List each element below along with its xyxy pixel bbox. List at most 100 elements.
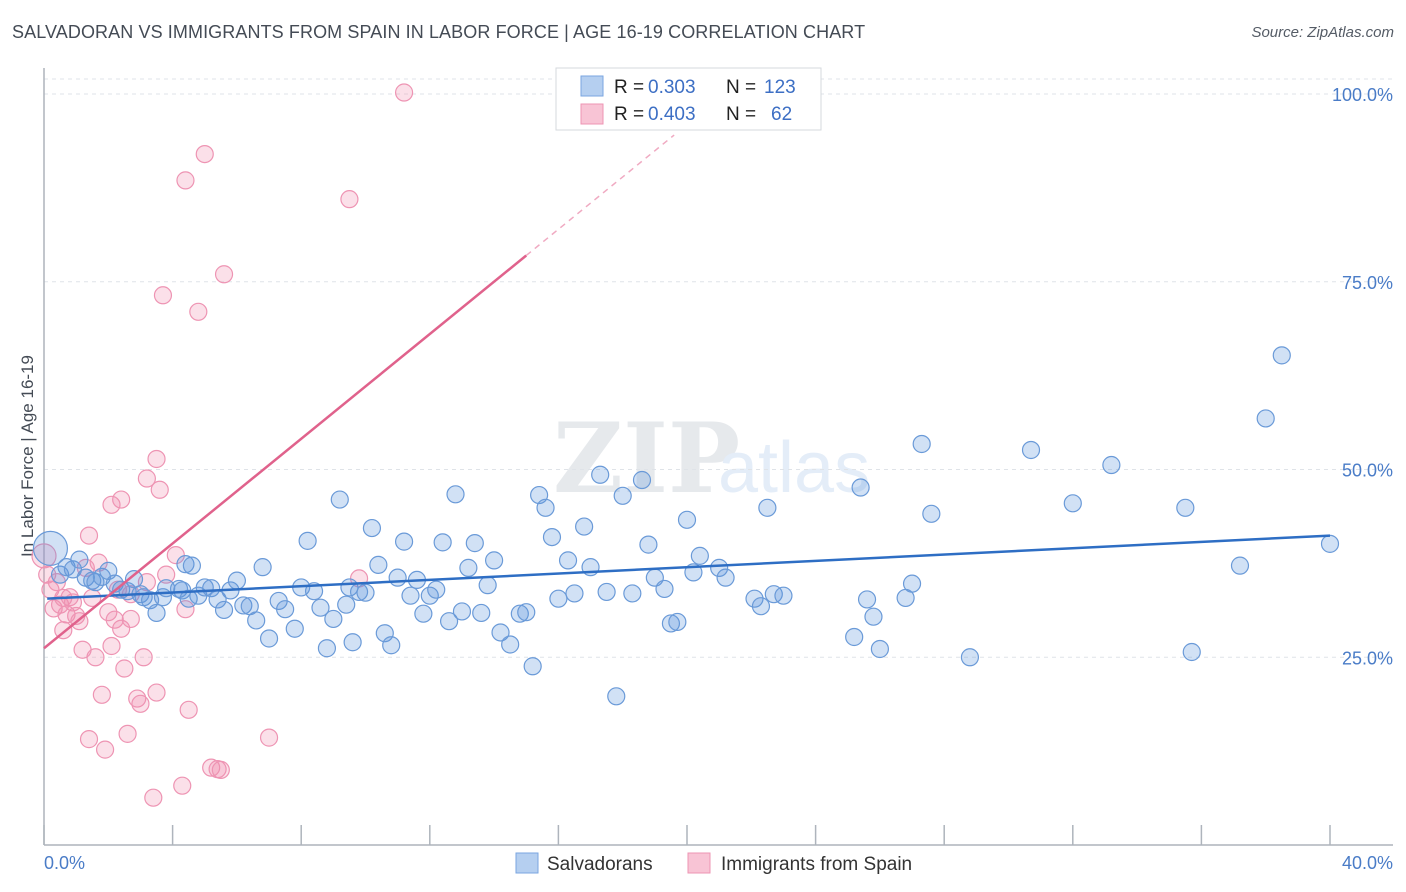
point-salvadorans xyxy=(247,611,266,630)
point-salvadorans xyxy=(857,590,877,609)
point-salvadorans xyxy=(845,627,864,647)
point-spain xyxy=(173,776,192,795)
point-spain xyxy=(92,685,111,704)
point-spain xyxy=(147,683,166,702)
point-salvadorans xyxy=(575,517,594,536)
point-salvadorans xyxy=(285,619,304,638)
point-salvadorans xyxy=(124,570,144,589)
y-tick-labels: 25.0% 50.0% 75.0% 100.0% xyxy=(1332,85,1393,668)
point-salvadorans xyxy=(613,486,632,505)
legend-swatch-salvadorans xyxy=(580,75,604,97)
point-salvadorans xyxy=(710,558,729,577)
point-salvadorans xyxy=(227,571,246,590)
point-salvadorans xyxy=(491,623,510,642)
point-salvadorans xyxy=(1176,498,1195,517)
y-axis-label: In Labor Force | Age 16-19 xyxy=(18,355,37,557)
point-salvadorans xyxy=(459,558,478,577)
point-salvadorans xyxy=(668,612,687,632)
point-spain xyxy=(131,694,150,713)
point-salvadorans xyxy=(607,687,626,706)
point-spain xyxy=(105,610,124,629)
point-salvadorans xyxy=(414,604,433,623)
point-salvadorans xyxy=(501,635,520,654)
point-salvadorans xyxy=(202,579,221,598)
legend-n-value-1: 123 xyxy=(764,77,796,98)
x-tick-marks xyxy=(43,825,1331,845)
trend-line-spain-extension xyxy=(525,134,675,257)
y-tick-label: 50.0% xyxy=(1342,461,1393,481)
point-spain xyxy=(31,543,57,569)
point-salvadorans xyxy=(388,568,407,587)
point-salvadorans xyxy=(253,558,272,577)
point-salvadorans xyxy=(851,478,870,497)
y-tick-label: 75.0% xyxy=(1342,273,1393,293)
axes xyxy=(43,68,1393,846)
trend-line-spain xyxy=(43,254,528,650)
point-spain xyxy=(195,144,214,164)
point-salvadorans xyxy=(472,603,491,623)
bottom-legend-label-spain: Immigrants from Spain xyxy=(721,854,912,875)
point-spain xyxy=(128,689,147,708)
chart-title: SALVADORAN VS IMMIGRANTS FROM SPAIN IN L… xyxy=(12,22,866,42)
point-salvadorans xyxy=(176,555,195,574)
point-salvadorans xyxy=(517,603,536,622)
point-spain xyxy=(340,190,359,209)
point-spain xyxy=(79,526,99,545)
point-salvadorans xyxy=(452,602,472,621)
x-tick-label-min: 0.0% xyxy=(44,853,85,873)
point-salvadorans xyxy=(542,527,562,547)
bottom-legend-label-salvadorans: Salvadorans xyxy=(547,854,653,875)
point-salvadorans xyxy=(764,585,783,604)
point-spain xyxy=(189,302,208,321)
point-spain xyxy=(153,286,173,305)
point-spain xyxy=(150,480,169,499)
point-salvadorans xyxy=(276,600,295,619)
point-salvadorans xyxy=(558,551,578,570)
point-salvadorans xyxy=(661,614,681,633)
point-salvadorans xyxy=(1021,440,1041,460)
point-salvadorans xyxy=(510,604,529,623)
point-salvadorans xyxy=(401,586,420,605)
legend-r-label-1: R = xyxy=(614,77,644,98)
point-salvadorans xyxy=(70,550,89,569)
point-salvadorans xyxy=(864,607,883,626)
point-spain xyxy=(86,648,105,667)
point-salvadorans xyxy=(960,648,980,667)
point-spain xyxy=(112,619,131,638)
point-salvadorans xyxy=(1320,534,1340,553)
point-spain xyxy=(137,469,156,488)
point-spain xyxy=(394,83,414,102)
point-spain xyxy=(115,659,134,678)
point-spain xyxy=(144,788,163,807)
point-salvadorans xyxy=(597,582,616,602)
point-salvadorans xyxy=(234,596,253,615)
point-salvadorans xyxy=(433,533,452,552)
trend-line-salvadorans xyxy=(47,534,1331,600)
point-salvadorans xyxy=(591,465,610,484)
point-salvadorans xyxy=(565,584,584,603)
bottom-legend-swatch-salvadorans xyxy=(515,852,539,874)
legend-r-value-2: 0.403 xyxy=(648,104,696,125)
point-salvadorans xyxy=(343,633,362,652)
point-salvadorans xyxy=(394,532,414,551)
point-salvadorans xyxy=(639,535,658,554)
legend-swatch-spain xyxy=(580,103,604,125)
point-spain xyxy=(214,265,234,284)
point-salvadorans xyxy=(214,600,234,620)
point-salvadorans xyxy=(655,579,674,599)
point-salvadorans xyxy=(317,639,337,658)
point-salvadorans xyxy=(446,485,465,504)
point-salvadorans xyxy=(465,534,484,553)
point-salvadorans xyxy=(369,555,388,574)
point-spain xyxy=(259,728,279,747)
point-salvadorans xyxy=(330,490,349,509)
point-salvadorans xyxy=(182,556,201,575)
point-salvadorans xyxy=(632,470,652,490)
point-spain xyxy=(157,565,176,584)
point-salvadorans xyxy=(324,609,343,629)
point-salvadorans xyxy=(298,531,317,550)
point-spain xyxy=(176,600,195,619)
point-spain xyxy=(99,603,118,622)
point-spain xyxy=(179,700,198,719)
